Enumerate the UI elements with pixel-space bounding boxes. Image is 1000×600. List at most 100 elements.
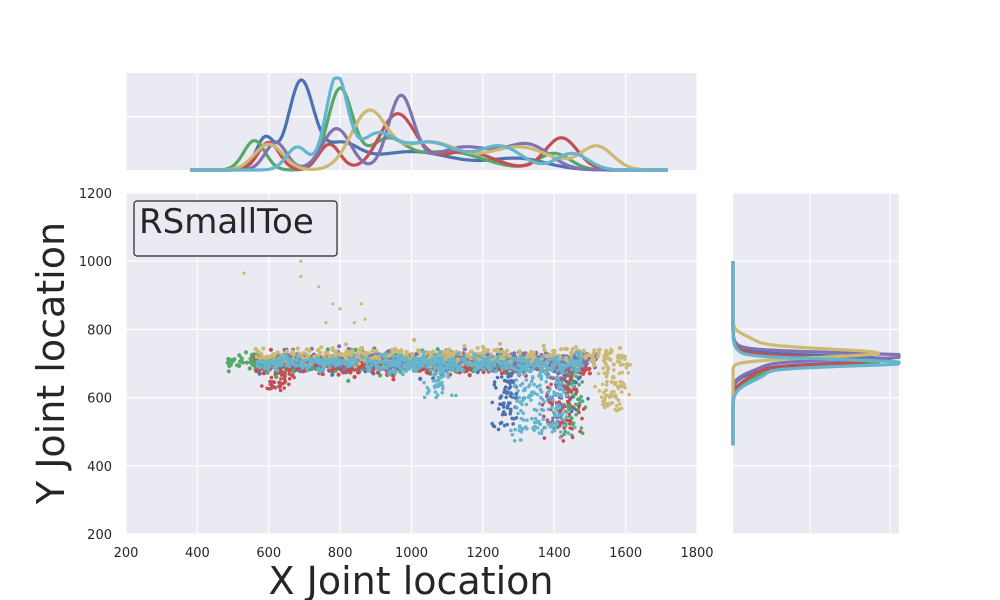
scatter-point — [531, 350, 536, 355]
scatter-point — [532, 420, 537, 425]
scatter-point — [446, 375, 451, 379]
scatter-point — [497, 341, 503, 346]
scatter-point — [530, 376, 535, 381]
x-axis-label: X Joint location — [269, 559, 554, 600]
scatter-point — [244, 360, 249, 365]
scatter-point — [562, 390, 566, 394]
scatter-point — [551, 416, 555, 421]
scatter-point — [496, 407, 501, 411]
scatter-point — [298, 369, 303, 374]
scatter-point — [491, 360, 496, 365]
y-tick-label: 800 — [87, 323, 112, 338]
scatter-point — [517, 349, 522, 354]
scatter-point — [558, 430, 563, 434]
scatter-point — [602, 398, 607, 402]
scatter-point — [514, 406, 519, 410]
scatter-point — [405, 360, 410, 365]
scatter-point — [243, 350, 249, 355]
scatter-point — [391, 377, 396, 382]
scatter-point — [428, 358, 433, 363]
scatter-point — [537, 401, 542, 406]
scatter-point — [541, 363, 547, 368]
scatter-point — [620, 370, 624, 375]
scatter-point — [432, 373, 436, 378]
scatter-point — [543, 426, 547, 430]
scatter-point — [269, 386, 274, 391]
scatter-point — [526, 358, 531, 363]
scatter-point — [347, 363, 352, 368]
scatter-point — [499, 371, 504, 376]
scatter-point — [554, 406, 558, 411]
scatter-point — [360, 355, 365, 360]
scatter-point — [250, 359, 255, 365]
scatter-point — [521, 418, 526, 422]
scatter-point — [509, 428, 513, 433]
scatter-point — [538, 387, 543, 392]
scatter-point — [505, 390, 510, 394]
scatter-point — [504, 355, 509, 360]
scatter-point — [542, 414, 546, 419]
scatter-point — [283, 356, 288, 362]
scatter-point — [505, 422, 510, 427]
scatter-point — [612, 375, 616, 380]
scatter-point — [275, 350, 280, 355]
scatter-point — [534, 358, 539, 363]
scatter-point — [315, 356, 320, 361]
scatter-point — [525, 418, 529, 423]
scatter-point — [579, 363, 584, 368]
scatter-point — [365, 360, 370, 365]
scatter-point — [604, 388, 608, 393]
scatter-point — [272, 380, 277, 385]
scatter-point — [386, 371, 391, 376]
scatter-point — [512, 351, 517, 356]
scatter-point — [581, 407, 586, 411]
scatter-point — [317, 285, 321, 289]
scatter-point — [444, 363, 449, 368]
scatter-point — [287, 382, 291, 387]
scatter-point — [433, 360, 439, 365]
scatter-point — [440, 360, 446, 365]
scatter-point — [580, 380, 584, 384]
legend-label: RSmallToe — [139, 202, 314, 242]
scatter-point — [359, 302, 364, 306]
scatter-point — [552, 393, 556, 398]
scatter-point — [505, 348, 510, 353]
scatter-point — [549, 382, 553, 387]
scatter-point — [541, 417, 545, 422]
scatter-point — [299, 259, 303, 263]
scatter-point — [481, 367, 486, 372]
top-kde-curve-series-purple — [190, 93, 668, 172]
scatter-point — [510, 416, 514, 421]
scatter-point — [505, 406, 510, 410]
scatter-point — [352, 362, 357, 367]
scatter-point — [513, 427, 517, 432]
scatter-point — [257, 371, 262, 376]
scatter-point — [542, 400, 547, 404]
x-tick-label: 600 — [256, 546, 281, 561]
scatter-point — [586, 396, 590, 401]
x-tick-label: 1800 — [680, 546, 713, 561]
scatter-point — [524, 378, 529, 382]
scatter-point — [570, 405, 575, 409]
scatter-point — [341, 370, 346, 375]
scatter-point — [268, 347, 273, 352]
scatter-point — [481, 362, 486, 367]
scatter-point — [436, 375, 441, 380]
scatter-point — [300, 355, 305, 360]
scatter-point — [506, 374, 511, 379]
scatter-point — [524, 402, 529, 407]
scatter-point — [548, 425, 552, 429]
scatter-point — [235, 363, 240, 368]
scatter-point — [533, 416, 538, 421]
scatter-point — [539, 407, 544, 412]
scatter-point — [237, 353, 242, 358]
scatter-point — [566, 405, 571, 409]
scatter-point — [439, 375, 443, 380]
scatter-point — [622, 354, 627, 359]
scatter-point — [531, 367, 535, 371]
scatter-point — [619, 390, 624, 394]
scatter-point — [353, 358, 359, 363]
scatter-point — [384, 365, 389, 370]
scatter-point — [524, 367, 528, 372]
scatter-point — [261, 346, 266, 351]
